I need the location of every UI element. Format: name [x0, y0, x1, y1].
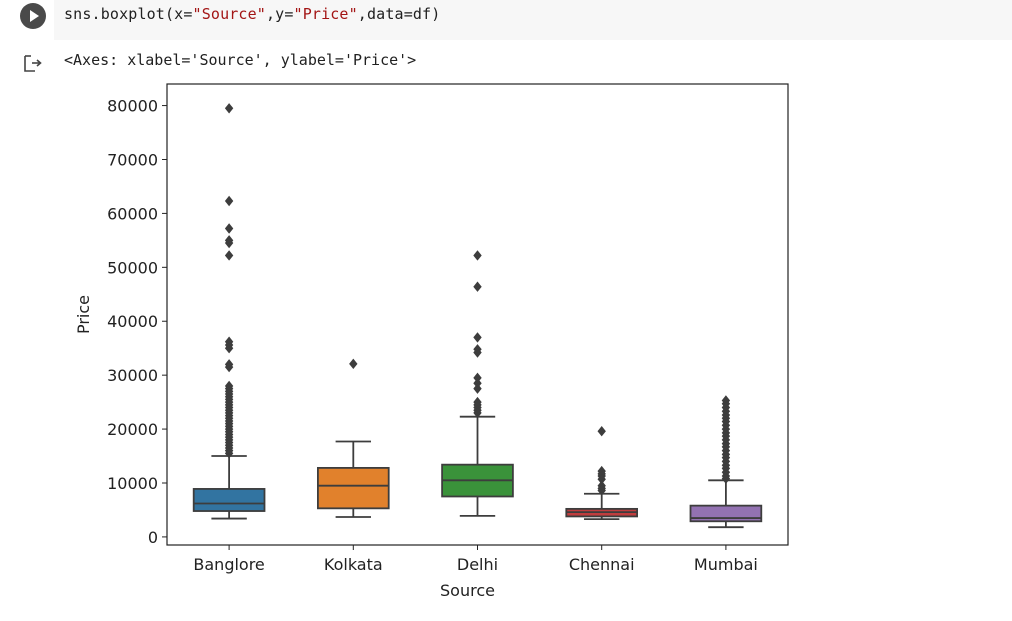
outlier-point — [224, 237, 234, 249]
x-axis-label: Source — [440, 581, 495, 600]
y-tick-label: 40000 — [107, 312, 158, 331]
outlier-point — [224, 342, 234, 354]
code-arg-y: "Price" — [293, 5, 358, 23]
outlier-point — [473, 383, 482, 394]
outlier-point — [224, 250, 234, 261]
outlier-point — [721, 473, 731, 484]
outlier-point — [224, 361, 234, 373]
code-arg-x: "Source" — [192, 5, 266, 23]
y-tick-label: 50000 — [107, 258, 158, 277]
output-text: <Axes: xlabel='Source', ylabel='Price'> — [64, 51, 417, 69]
x-tick-label: Mumbai — [694, 555, 758, 574]
code-cell: sns.boxplot(x="Source",y="Price",data=df… — [0, 0, 1012, 40]
outlier-point — [597, 485, 606, 496]
play-icon — [30, 10, 39, 22]
x-tick-label: Delhi — [457, 555, 498, 574]
code-editor[interactable]: sns.boxplot(x="Source",y="Price",data=df… — [54, 0, 1012, 40]
code-prefix: sns.boxplot(x= — [64, 5, 193, 23]
outlier-point — [473, 332, 482, 343]
y-tick-label: 30000 — [107, 366, 158, 385]
run-cell-button[interactable] — [20, 3, 46, 29]
x-tick-label: Kolkata — [324, 555, 383, 574]
outlier-point — [473, 407, 482, 419]
y-axis-label: Price — [74, 295, 93, 334]
outlier-point — [224, 448, 234, 459]
outlier-point — [224, 195, 234, 207]
box-kolkata — [317, 466, 390, 510]
outlier-point — [597, 426, 606, 437]
outlier-point — [473, 347, 482, 358]
output-actions-icon[interactable] — [22, 52, 44, 74]
outlier-point — [473, 250, 482, 261]
outlier-point — [349, 358, 358, 370]
x-tick-label: Chennai — [569, 555, 635, 574]
outlier-point — [473, 372, 482, 384]
outlier-point — [473, 281, 482, 292]
y-tick-label: 20000 — [107, 420, 158, 439]
outlier-point — [224, 103, 234, 114]
y-tick-label: 10000 — [107, 474, 158, 493]
y-tick-label: 60000 — [107, 204, 158, 223]
code-line: sns.boxplot(x="Source",y="Price",data=df… — [64, 5, 440, 23]
code-separator: ,y= — [265, 5, 294, 23]
y-tick-label: 80000 — [107, 97, 158, 116]
box-banglore — [192, 488, 266, 512]
outlier-point — [597, 474, 606, 485]
outlier-point — [473, 378, 482, 389]
x-tick-label: Banglore — [193, 555, 264, 574]
code-suffix: ,data=df) — [357, 5, 441, 23]
y-tick-label: 70000 — [107, 150, 158, 169]
outlier-point — [224, 223, 234, 234]
y-tick-label: 0 — [148, 528, 158, 547]
